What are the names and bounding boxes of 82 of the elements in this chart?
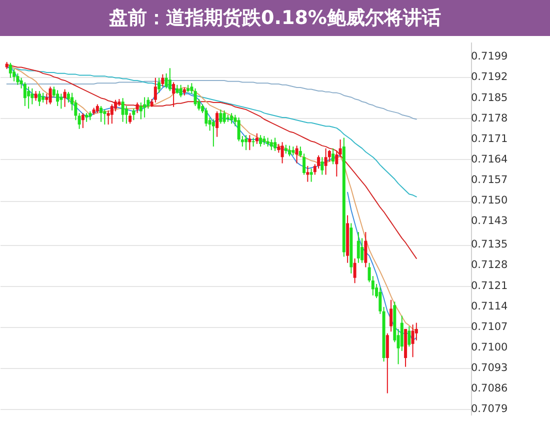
candlestick — [411, 324, 414, 358]
candlestick — [16, 72, 20, 86]
candlestick — [338, 139, 342, 158]
candlestick — [306, 165, 310, 182]
candlestick — [216, 110, 219, 138]
candlestick — [110, 104, 114, 124]
y-tick-label: 0.7128 — [471, 259, 508, 272]
y-tick-label: 0.7171 — [471, 132, 508, 145]
candlestick — [302, 153, 306, 176]
candlestick — [103, 109, 106, 126]
candlestick — [81, 112, 84, 129]
candlestick — [378, 287, 382, 314]
candlestick — [158, 77, 161, 94]
candlestick — [8, 62, 12, 78]
candlestick — [248, 134, 252, 151]
candlestick — [320, 156, 324, 176]
candlestick — [364, 232, 368, 268]
candlestick — [222, 110, 226, 124]
y-tick-label: 0.7093 — [471, 362, 508, 374]
y-tick-label: 0.7178 — [471, 112, 508, 124]
y-tick-label: 0.7157 — [471, 174, 508, 186]
candlestick — [132, 108, 136, 121]
candlestick — [390, 299, 393, 332]
y-tick-label: 0.7192 — [471, 71, 508, 84]
candlestick — [60, 93, 63, 110]
candlestick — [219, 109, 222, 124]
candlestick — [38, 90, 41, 107]
candlestick — [42, 92, 45, 103]
line-series — [6, 64, 417, 259]
y-tick-label: 0.7164 — [471, 153, 508, 166]
candlestick — [30, 88, 34, 105]
candlestick — [255, 132, 258, 144]
y-tick-label: 0.7199 — [471, 50, 508, 63]
candlestick — [244, 134, 248, 151]
y-tick-label: 0.7150 — [471, 194, 508, 207]
candlestick — [56, 90, 60, 107]
candlestick — [274, 137, 277, 152]
candlestick — [124, 106, 128, 124]
candlestick — [172, 82, 176, 108]
candlestick — [27, 86, 30, 110]
candlestick — [78, 112, 81, 130]
y-tick-label: 0.7114 — [471, 300, 508, 312]
candlestick — [212, 118, 215, 148]
candlestick — [128, 112, 132, 124]
candlestick — [194, 88, 197, 107]
candlestick — [168, 68, 172, 92]
y-tick-label: 0.7185 — [471, 92, 508, 104]
candlestick — [204, 107, 208, 127]
candlestick — [48, 86, 52, 105]
candlestick — [356, 232, 360, 264]
y-tick-label: 0.7107 — [471, 320, 508, 333]
y-tick-label: 0.7143 — [471, 215, 508, 228]
candlestick — [295, 145, 298, 164]
chart-title: 盘前：道指期货跌0.18%鲍威尔将讲话 — [0, 0, 550, 36]
candlestick — [121, 98, 124, 122]
candlestick — [23, 82, 26, 107]
candlestick — [386, 332, 389, 394]
candlestick — [270, 139, 273, 151]
candlestick — [161, 74, 164, 88]
candlestick — [100, 106, 103, 122]
candlestick — [154, 77, 157, 103]
candlestick — [63, 88, 66, 108]
candlestick — [408, 326, 411, 348]
y-tick-label: 0.7079 — [471, 403, 508, 416]
candlestick — [280, 142, 284, 164]
candlestick — [34, 90, 38, 102]
y-tick-label: 0.7135 — [471, 238, 508, 251]
candlestick — [179, 84, 182, 98]
y-tick-label: 0.7121 — [471, 280, 508, 292]
candlestick — [310, 168, 313, 182]
y-tick-label: 0.7100 — [471, 341, 508, 354]
candlestick — [190, 82, 194, 94]
candlestick — [353, 258, 356, 284]
y-tick-label: 0.7086 — [471, 382, 508, 395]
candlestick — [230, 112, 234, 124]
candlestick — [335, 150, 338, 178]
candlestick — [136, 102, 139, 114]
candlestick — [259, 134, 262, 148]
candlestick — [288, 145, 292, 157]
candlestick — [143, 96, 146, 118]
candlestick — [324, 148, 328, 176]
candlestick — [332, 148, 335, 165]
